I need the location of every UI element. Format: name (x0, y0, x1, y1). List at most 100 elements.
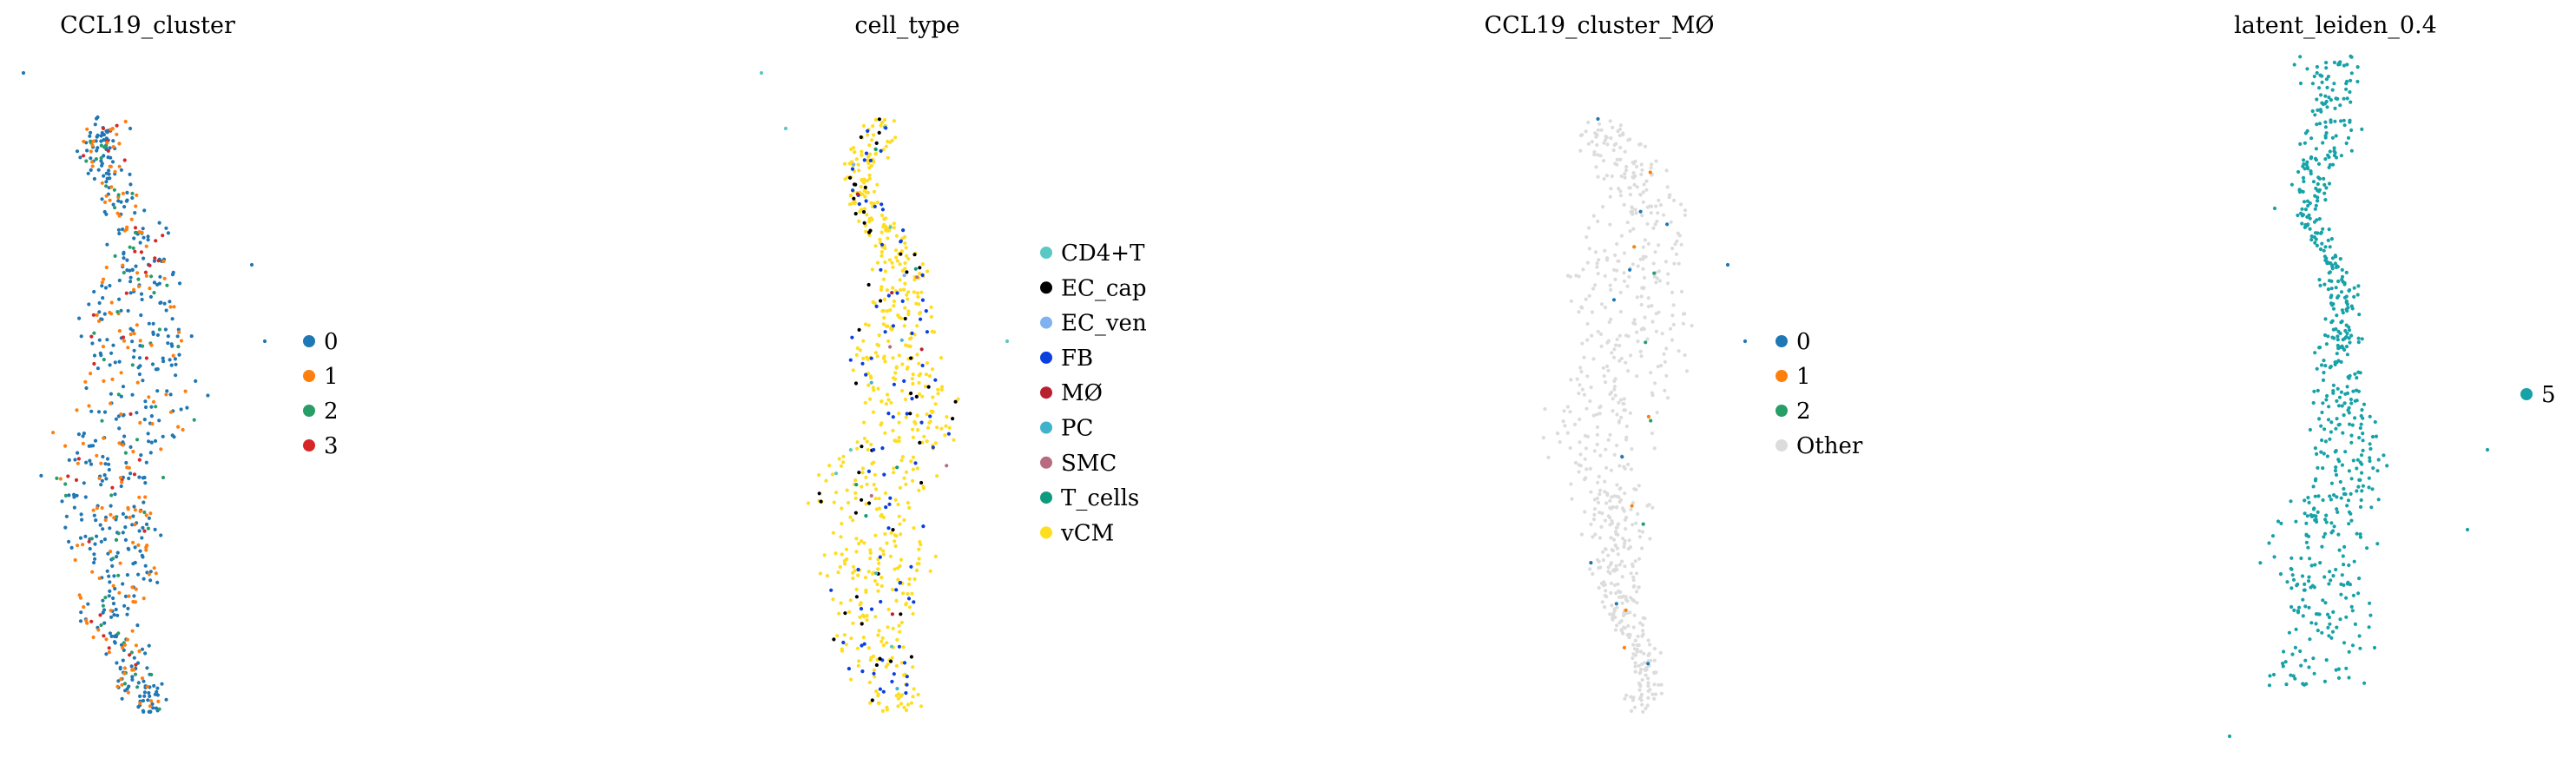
scatter-point (759, 70, 764, 76)
scatter-point (2309, 234, 2314, 239)
scatter-point (109, 609, 113, 613)
scatter-point (2330, 162, 2336, 167)
scatter-point (96, 366, 100, 371)
scatter-point (835, 634, 840, 638)
scatter-point (857, 201, 861, 207)
scatter-point (108, 631, 112, 636)
scatter-point (915, 466, 919, 471)
scatter-point (1580, 387, 1584, 392)
scatter-point (889, 644, 894, 649)
scatter-point (850, 167, 855, 171)
scatter-point (2329, 420, 2334, 425)
scatter-point (1584, 406, 1589, 411)
scatter-point (919, 290, 924, 294)
scatter-point (2329, 531, 2334, 535)
scatter-point (128, 280, 133, 284)
scatter-point (2346, 498, 2351, 503)
scatter-point (1617, 487, 1622, 491)
scatter-point (1609, 287, 1613, 292)
scatter-point (1642, 286, 1646, 290)
scatter-point (133, 600, 138, 604)
scatter-point (133, 226, 138, 230)
scatter-point (2312, 220, 2317, 224)
scatter-point (2336, 293, 2341, 299)
scatter-point (873, 147, 878, 152)
scatter-point (2316, 161, 2322, 166)
scatter-point (869, 201, 873, 205)
scatter-point (1603, 518, 1607, 523)
scatter-point (2343, 450, 2348, 454)
scatter-point (879, 148, 883, 153)
scatter-point (864, 514, 868, 518)
scatter-point (130, 668, 135, 672)
scatter-point (99, 134, 103, 138)
scatter-point (76, 457, 81, 461)
scatter-point (2374, 434, 2379, 438)
scatter-point (1591, 517, 1597, 522)
scatter-point (2324, 66, 2329, 70)
scatter-point (1643, 144, 1647, 148)
scatter-point (838, 564, 842, 570)
scatter-point (142, 208, 147, 213)
scatter-point (1599, 344, 1604, 348)
scatter-point (2373, 419, 2377, 425)
scatter-point (1642, 651, 1646, 656)
scatter-point (868, 550, 873, 556)
scatter-point (1620, 455, 1624, 459)
scatter-point (840, 506, 844, 511)
scatter-point (2308, 227, 2312, 231)
scatter-point (102, 634, 106, 638)
scatter-point (87, 404, 91, 408)
scatter-point (1650, 505, 1655, 510)
scatter-point (1633, 653, 1637, 657)
scatter-point (1630, 206, 1635, 210)
scatter-point (860, 361, 865, 366)
scatter-point (2329, 98, 2333, 102)
scatter-point (2301, 614, 2305, 618)
scatter-point (2368, 414, 2372, 419)
scatter-point (876, 343, 881, 347)
scatter-point (956, 397, 960, 401)
scatter-point (118, 476, 122, 480)
scatter-point (86, 602, 90, 606)
scatter-point (141, 344, 145, 348)
scatter-point (2339, 359, 2343, 364)
scatter-point (1601, 550, 1605, 554)
scatter-point (1612, 569, 1617, 573)
scatter-point (2320, 80, 2324, 84)
scatter-point (837, 457, 841, 461)
scatter-point (886, 607, 891, 612)
scatter-point (1608, 194, 1612, 199)
scatter-point (2289, 566, 2293, 571)
scatter-point (868, 548, 873, 552)
scatter-point (1612, 385, 1617, 389)
scatter-point (868, 397, 873, 401)
scatter-point (2307, 665, 2311, 669)
scatter-point (1613, 161, 1617, 166)
scatter-point (855, 440, 860, 445)
scatter-point (2321, 598, 2325, 603)
scatter-point (1652, 670, 1657, 675)
scatter-point (1648, 688, 1652, 692)
scatter-point (1654, 692, 1658, 696)
scatter-point (1656, 211, 1660, 215)
scatter-point (1626, 462, 1631, 467)
scatter-point (1615, 483, 1619, 487)
scatter-point (133, 230, 138, 234)
scatter-point (2317, 122, 2322, 126)
scatter-point (849, 636, 853, 641)
scatter-point (2326, 418, 2331, 422)
scatter-point (89, 334, 94, 339)
scatter-point (2316, 231, 2320, 235)
scatter-point (1624, 168, 1629, 173)
scatter-point (881, 515, 886, 520)
scatter-point (1653, 381, 1657, 386)
scatter-point (877, 629, 881, 633)
scatter-point (1640, 677, 1644, 682)
scatter-point (903, 306, 907, 310)
scatter-point (866, 282, 871, 287)
scatter-point (1618, 290, 1623, 294)
scatter-point (914, 394, 919, 399)
legend-item: 5 (2520, 382, 2556, 408)
scatter-point (2315, 366, 2319, 371)
